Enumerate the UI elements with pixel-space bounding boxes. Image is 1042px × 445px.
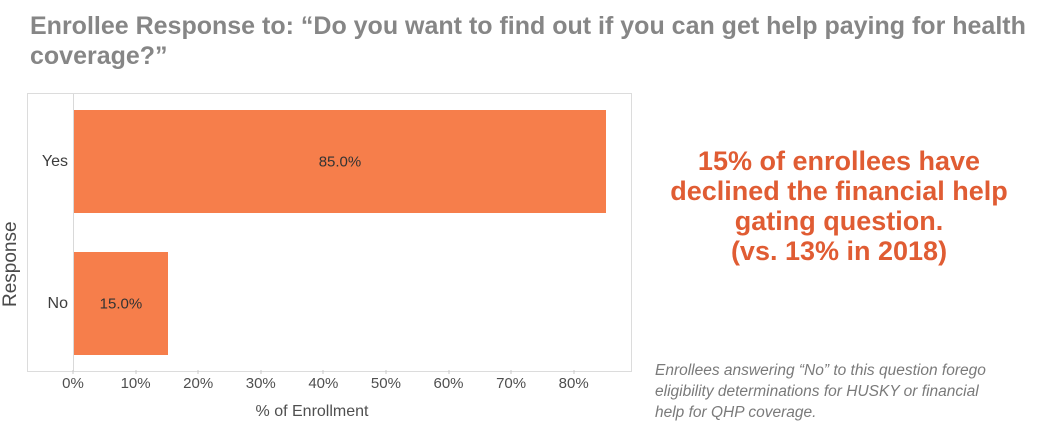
x-tick-label: 30% bbox=[245, 375, 276, 392]
bar-value-label-yes: 85.0% bbox=[318, 153, 362, 170]
x-axis-ticks: 0% 10% 20% 30% 40% 50% 60% 70% 80% bbox=[62, 370, 630, 394]
callout-line: gating question. bbox=[734, 206, 944, 236]
x-tick-mark bbox=[510, 370, 512, 374]
bar-row-no: 15.0% bbox=[74, 252, 631, 355]
x-tick-mark bbox=[448, 370, 449, 374]
bar-value-label-no: 15.0% bbox=[99, 295, 143, 312]
x-tick-label: 20% bbox=[183, 375, 214, 392]
footnote-line: eligibility determinations for HUSKY or … bbox=[655, 383, 979, 400]
x-tick-label: 10% bbox=[120, 375, 151, 392]
bar-chart: Yes No 85.0% 15.0% bbox=[27, 93, 632, 372]
bar-row-yes: 85.0% bbox=[74, 110, 631, 213]
x-tick-mark bbox=[322, 370, 324, 374]
footnote-line: Enrollees answering “No” to this questio… bbox=[655, 362, 986, 379]
x-axis-title: % of Enrollment bbox=[255, 403, 369, 420]
category-label-no: No bbox=[47, 295, 68, 312]
page-title: Enrollee Response to: “Do you want to fi… bbox=[30, 12, 1026, 70]
y-axis-line bbox=[73, 94, 74, 371]
footnote-text: Enrollees answering “No” to this questio… bbox=[655, 360, 1027, 423]
x-tick-label: 0% bbox=[62, 375, 84, 392]
bar-yes: 85.0% bbox=[74, 110, 606, 213]
callout-text: 15% of enrollees have declined the finan… bbox=[648, 146, 1030, 266]
x-tick-mark bbox=[197, 370, 199, 374]
callout-line: (vs. 13% in 2018) bbox=[730, 236, 948, 266]
callout-line: declined the financial help bbox=[670, 176, 1008, 206]
bar-no: 15.0% bbox=[74, 252, 168, 355]
x-tick-label: 50% bbox=[370, 375, 401, 392]
x-tick-label: 80% bbox=[558, 375, 589, 392]
footnote-line: help for QHP coverage. bbox=[655, 404, 817, 421]
x-tick-mark bbox=[385, 370, 387, 374]
x-tick-mark bbox=[573, 370, 575, 374]
x-tick-mark bbox=[260, 370, 262, 374]
x-tick-label: 40% bbox=[308, 375, 339, 392]
x-tick-mark bbox=[72, 370, 74, 374]
x-tick-label: 60% bbox=[433, 375, 464, 392]
plot-area: 85.0% 15.0% bbox=[74, 94, 631, 371]
y-axis-title: Response bbox=[0, 221, 21, 307]
x-tick-mark bbox=[135, 370, 137, 374]
x-tick-label: 70% bbox=[496, 375, 527, 392]
category-label-yes: Yes bbox=[41, 153, 68, 170]
callout-line: 15% of enrollees have bbox=[697, 146, 981, 176]
